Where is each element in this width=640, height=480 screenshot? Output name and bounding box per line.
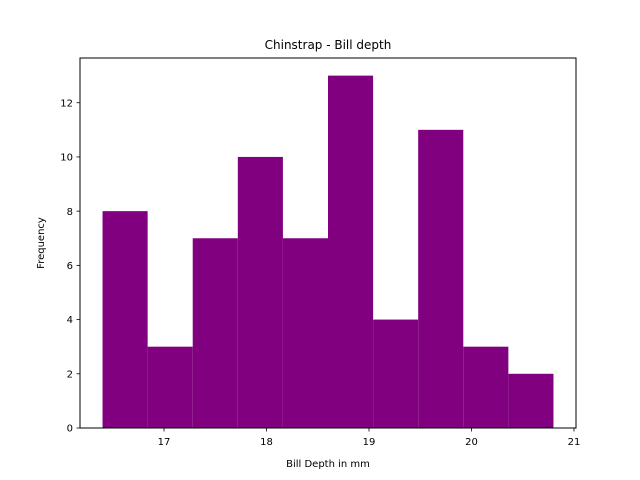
y-tick-label: 8 xyxy=(67,207,73,218)
x-tick-label: 20 xyxy=(465,437,478,448)
y-tick-label: 12 xyxy=(60,98,73,109)
y-axis-ticks: 0 2 4 6 8 10 12 xyxy=(60,98,80,435)
chart-title: Chinstrap - Bill depth xyxy=(265,38,392,52)
x-axis-ticks: 17 18 19 20 21 xyxy=(158,428,581,448)
plot-frame xyxy=(79,57,577,429)
y-tick-label: 0 xyxy=(67,424,73,435)
histogram-bar xyxy=(147,346,193,428)
histogram-bar xyxy=(373,319,419,428)
y-tick-label: 2 xyxy=(67,369,73,380)
x-axis-title: Bill Depth in mm xyxy=(286,459,370,470)
y-axis-title: Frequency xyxy=(36,217,47,269)
histogram-bar xyxy=(508,373,554,428)
x-tick-label: 21 xyxy=(568,437,581,448)
bars-layer xyxy=(102,75,554,429)
y-tick-label: 4 xyxy=(67,315,73,326)
x-tick-label: 18 xyxy=(260,437,273,448)
histogram-bar xyxy=(282,238,328,428)
x-tick-label: 19 xyxy=(363,437,376,448)
histogram-bar xyxy=(328,75,374,428)
histogram-bar xyxy=(102,211,148,428)
histogram-bar xyxy=(418,129,464,429)
histogram-bar xyxy=(192,238,238,428)
histogram-bar xyxy=(463,346,509,428)
histogram-bar xyxy=(237,156,283,428)
y-tick-label: 10 xyxy=(60,153,73,164)
y-tick-label: 6 xyxy=(67,261,73,272)
x-tick-label: 17 xyxy=(158,437,171,448)
